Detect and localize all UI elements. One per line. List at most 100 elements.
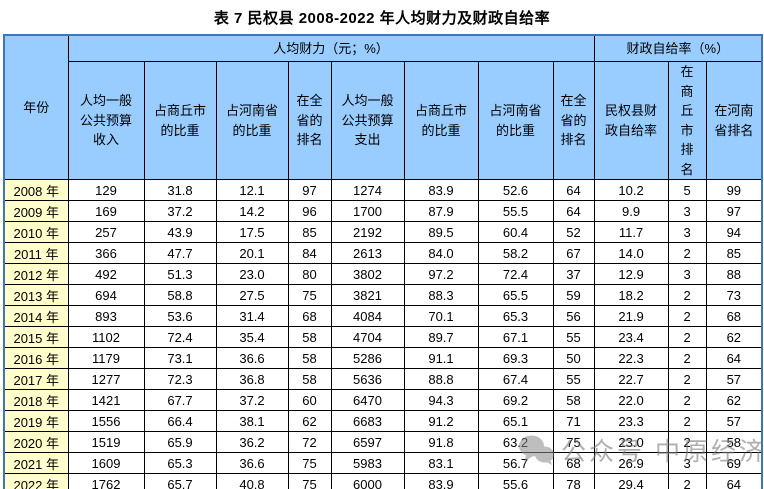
- data-cell: 72: [287, 431, 332, 453]
- data-cell: 2: [667, 389, 707, 411]
- data-cell: 1762: [67, 473, 145, 489]
- table-row: 2019 年 1556 66.4 38.1 62 6683 91.2 65.1 71 23.3 2…: [3, 410, 763, 432]
- data-cell: 85: [287, 221, 332, 243]
- data-cell: 68: [287, 305, 332, 327]
- data-cell: 37: [552, 263, 595, 285]
- data-cell: 2192: [330, 221, 405, 243]
- data-cell: 75: [287, 452, 332, 474]
- data-cell: 78: [552, 473, 595, 489]
- data-cell: 65.5: [477, 284, 554, 306]
- data-cell: 2: [667, 368, 707, 390]
- column-header: 民权县财政自给率: [593, 61, 669, 180]
- data-cell: 38.1: [215, 410, 289, 432]
- table-row: 2012 年 492 51.3 23.0 80 3802 97.2 72.4 37 12.9 3 8…: [3, 263, 763, 285]
- data-cell: 5: [667, 179, 707, 201]
- data-cell: 694: [67, 284, 145, 306]
- data-cell: 37.2: [143, 200, 217, 222]
- data-cell: 91.8: [403, 431, 479, 453]
- data-cell: 11.7: [593, 221, 669, 243]
- data-cell: 83.1: [403, 452, 479, 474]
- column-header: 人均一般公共预算支出: [330, 61, 405, 180]
- year-cell: 2015 年: [3, 326, 69, 348]
- data-cell: 3: [667, 263, 707, 285]
- data-cell: 64: [705, 347, 763, 369]
- data-cell: 12.9: [593, 263, 669, 285]
- data-cell: 3821: [330, 284, 405, 306]
- data-cell: 88.3: [403, 284, 479, 306]
- data-cell: 29.4: [593, 473, 669, 489]
- data-cell: 1700: [330, 200, 405, 222]
- data-cell: 58: [287, 347, 332, 369]
- data-cell: 73.1: [143, 347, 217, 369]
- data-cell: 94.3: [403, 389, 479, 411]
- table-row: 2016 年 1179 73.1 36.6 58 5286 91.1 69.3 50 22.3 2…: [3, 347, 763, 369]
- data-cell: 6597: [330, 431, 405, 453]
- data-cell: 36.8: [215, 368, 289, 390]
- year-cell: 2012 年: [3, 263, 69, 285]
- data-cell: 67: [552, 242, 595, 264]
- data-cell: 75: [287, 284, 332, 306]
- year-cell: 2008 年: [3, 179, 69, 201]
- data-cell: 65.3: [477, 305, 554, 327]
- data-cell: 6683: [330, 410, 405, 432]
- data-cell: 69.2: [477, 389, 554, 411]
- data-cell: 5983: [330, 452, 405, 474]
- data-cell: 94: [705, 221, 763, 243]
- data-table: 年份 人均财力（元；%） 财政自给率（%） 人均一般公共预算收入 占商丘市的比重占…: [3, 34, 764, 489]
- table-title: 表 7 民权县 2008-2022 年人均财力及财政自给率: [213, 10, 551, 27]
- data-cell: 83.9: [403, 473, 479, 489]
- data-cell: 2: [667, 242, 707, 264]
- data-cell: 66.4: [143, 410, 217, 432]
- data-cell: 23.0: [215, 263, 289, 285]
- data-cell: 36.6: [215, 347, 289, 369]
- data-cell: 4704: [330, 326, 405, 348]
- data-cell: 26.9: [593, 452, 669, 474]
- table-row: 2008 年 129 31.8 12.1 97 1274 83.9 52.6 64 10.2 5 9…: [3, 179, 763, 201]
- data-cell: 63.2: [477, 431, 554, 453]
- year-cell: 2020 年: [3, 431, 69, 453]
- data-cell: 2: [667, 347, 707, 369]
- data-cell: 64: [552, 200, 595, 222]
- data-cell: 56: [552, 305, 595, 327]
- data-cell: 97: [705, 200, 763, 222]
- column-header: 占河南省的比重: [477, 61, 554, 180]
- data-cell: 52: [552, 221, 595, 243]
- data-cell: 18.2: [593, 284, 669, 306]
- data-cell: 31.8: [143, 179, 217, 201]
- year-cell: 2018 年: [3, 389, 69, 411]
- data-cell: 72.4: [143, 326, 217, 348]
- data-cell: 3802: [330, 263, 405, 285]
- data-cell: 2: [667, 284, 707, 306]
- data-cell: 62: [705, 326, 763, 348]
- data-cell: 6470: [330, 389, 405, 411]
- table-row: 2017 年 1277 72.3 36.8 58 5636 88.8 67.4 55 22.7 2…: [3, 368, 763, 390]
- data-cell: 89.5: [403, 221, 479, 243]
- year-cell: 2010 年: [3, 221, 69, 243]
- data-cell: 67.4: [477, 368, 554, 390]
- data-cell: 62: [287, 410, 332, 432]
- data-cell: 23.0: [593, 431, 669, 453]
- data-cell: 91.2: [403, 410, 479, 432]
- group-header-row: 年份 人均财力（元；%） 财政自给率（%）: [3, 34, 763, 180]
- data-cell: 31.4: [215, 305, 289, 327]
- column-header: 占商丘市的比重: [143, 61, 217, 180]
- data-cell: 83.9: [403, 179, 479, 201]
- data-cell: 67.7: [143, 389, 217, 411]
- data-cell: 99: [705, 179, 763, 201]
- year-cell: 2011 年: [3, 242, 69, 264]
- column-header: 占商丘市的比重: [403, 61, 479, 180]
- column-header: 人均一般公共预算收入: [67, 61, 145, 180]
- data-cell: 3: [667, 221, 707, 243]
- table-row: 2011 年 366 47.7 20.1 84 2613 84.0 58.2 67 14.0 2 8…: [3, 242, 763, 264]
- data-cell: 58: [705, 431, 763, 453]
- data-cell: 10.2: [593, 179, 669, 201]
- data-cell: 57: [705, 410, 763, 432]
- table-row: 2014 年 893 53.6 31.4 68 4084 70.1 65.3 56 21.9 2 6…: [3, 305, 763, 327]
- data-cell: 55.5: [477, 200, 554, 222]
- data-cell: 2613: [330, 242, 405, 264]
- data-cell: 47.7: [143, 242, 217, 264]
- data-cell: 80: [287, 263, 332, 285]
- data-cell: 55.6: [477, 473, 554, 489]
- data-cell: 2: [667, 326, 707, 348]
